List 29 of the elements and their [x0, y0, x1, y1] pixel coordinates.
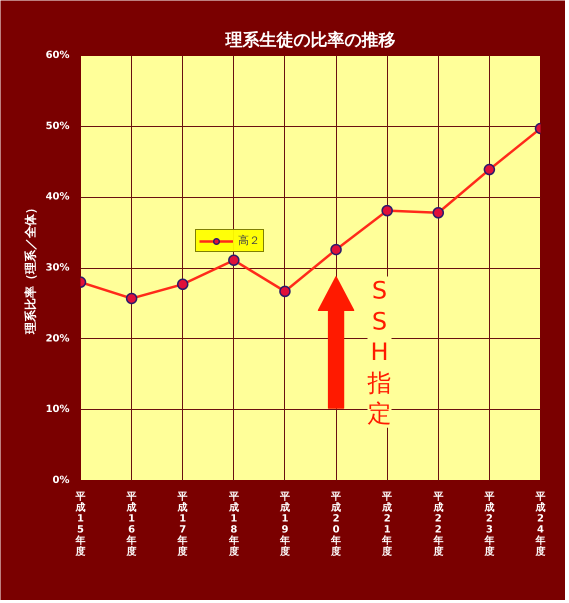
- y-tick-label: 20%: [46, 333, 70, 344]
- x-tick-label: 平成17年度: [176, 492, 188, 558]
- point: [381, 204, 393, 216]
- x-tick-label: 平成18年度: [228, 492, 239, 558]
- point: [330, 244, 342, 256]
- y-tick-label: 60%: [46, 50, 70, 61]
- x-tick-label: 平成20年度: [330, 492, 342, 558]
- x-tick-label: 平成16年度: [126, 492, 137, 558]
- y-tick-label: 0%: [52, 475, 70, 486]
- point: [484, 164, 496, 176]
- chart-title: 理系生徒の比率の推移: [224, 30, 396, 50]
- x-tick-label: 平成19年度: [278, 492, 290, 558]
- x-tick-label: 平成24年度: [534, 492, 546, 558]
- y-axis-title: 理系比率（理系／全体）: [24, 202, 38, 335]
- x-tick-label: 平成22年度: [432, 492, 444, 558]
- x-tick-label: 平成21年度: [381, 492, 392, 558]
- point: [126, 292, 138, 304]
- point: [432, 207, 444, 218]
- annotation: SSH指定: [366, 276, 392, 428]
- y-tick-label: 10%: [46, 404, 70, 416]
- point: [228, 254, 240, 266]
- x-tick-label: 平成23年度: [483, 492, 494, 558]
- y-tick-label: 50%: [46, 120, 70, 132]
- point: [279, 286, 291, 298]
- x-tick-label: 平成15年度: [74, 492, 86, 558]
- y-tick-label: 30%: [46, 262, 70, 274]
- legend-label: 高２: [238, 233, 260, 248]
- y-tick-label: 40%: [46, 192, 70, 203]
- point: [176, 278, 188, 290]
